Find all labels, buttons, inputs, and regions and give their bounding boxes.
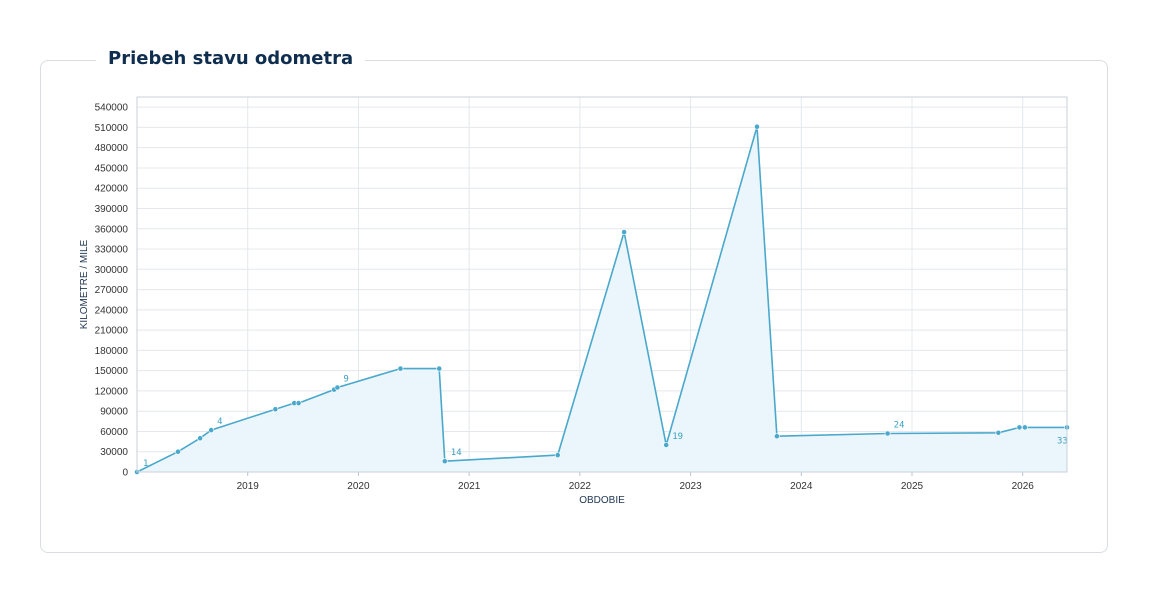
y-tick-label: 540000 — [95, 103, 129, 114]
y-tick-label: 240000 — [95, 305, 129, 316]
x-tick-label: 2022 — [569, 481, 592, 492]
y-tick-label: 210000 — [95, 326, 129, 337]
y-tick-label: 360000 — [95, 224, 129, 235]
data-point[interactable] — [295, 400, 302, 406]
data-point[interactable] — [884, 430, 891, 437]
data-point[interactable] — [995, 429, 1002, 436]
point-label: 33 — [1057, 436, 1068, 446]
data-point[interactable] — [554, 452, 561, 458]
y-tick-label: 60000 — [100, 427, 128, 438]
point-label: 19 — [672, 432, 683, 442]
data-point[interactable] — [441, 458, 448, 465]
x-tick-label: 2021 — [458, 481, 481, 492]
point-layer — [134, 123, 1070, 475]
data-point[interactable] — [436, 365, 443, 372]
data-point[interactable] — [774, 433, 780, 440]
y-tick-label: 0 — [122, 468, 128, 479]
y-axis-title: KILOMETRE / MILE — [79, 239, 90, 329]
y-tick-label: 300000 — [95, 265, 129, 276]
data-point[interactable] — [175, 448, 181, 455]
y-tick-label: 30000 — [100, 447, 128, 458]
series-area — [137, 126, 1067, 472]
data-point[interactable] — [197, 435, 203, 442]
data-point[interactable] — [663, 442, 670, 448]
x-tick-label: 2019 — [237, 481, 260, 492]
point-label: 14 — [451, 448, 462, 458]
point-label: 4 — [217, 417, 222, 427]
y-tick-label: 420000 — [95, 184, 129, 195]
y-tick-label: 480000 — [95, 143, 129, 154]
point-label: 24 — [894, 420, 905, 430]
y-tick-label: 90000 — [100, 407, 128, 418]
point-label: 1 — [143, 459, 148, 469]
data-point[interactable] — [397, 365, 404, 372]
data-point[interactable] — [272, 406, 279, 413]
chart-panel — [40, 60, 1108, 553]
area-layer — [137, 126, 1067, 472]
x-tick-label: 2023 — [679, 481, 702, 492]
x-axis-title: OBDOBIE — [579, 495, 625, 506]
data-point[interactable] — [621, 229, 627, 235]
point-label: 9 — [343, 375, 348, 385]
x-tick-label: 2024 — [790, 481, 813, 492]
plot-frame — [136, 96, 1068, 473]
data-point[interactable] — [334, 384, 341, 391]
y-tick-label: 270000 — [95, 285, 129, 296]
x-tick-label: 2025 — [901, 481, 924, 492]
series-line — [136, 125, 1067, 473]
y-tick-label: 180000 — [95, 346, 129, 357]
data-point[interactable] — [1016, 424, 1023, 431]
y-tick-label: 150000 — [95, 366, 129, 377]
data-point[interactable] — [1022, 424, 1028, 431]
y-axis-ticks: 0 30000 60000 90000 120000 150000 180000 210000… — [95, 103, 129, 479]
y-tick-label: 450000 — [95, 163, 129, 174]
y-tick-label: 390000 — [95, 204, 129, 215]
panel-title: Priebeh stavu odometra — [96, 46, 366, 72]
y-tick-label: 330000 — [95, 245, 129, 256]
y-tick-label: 120000 — [95, 386, 129, 397]
y-tick-label: 510000 — [95, 123, 129, 134]
data-point[interactable] — [754, 123, 760, 130]
line-layer — [136, 125, 1067, 473]
x-tick-label: 2020 — [347, 481, 370, 492]
x-axis-ticks: 2019 2020 2021 2022 2023 2024 2025 2026 — [237, 472, 1035, 492]
data-point[interactable] — [208, 427, 215, 433]
x-tick-label: 2026 — [1012, 481, 1035, 492]
